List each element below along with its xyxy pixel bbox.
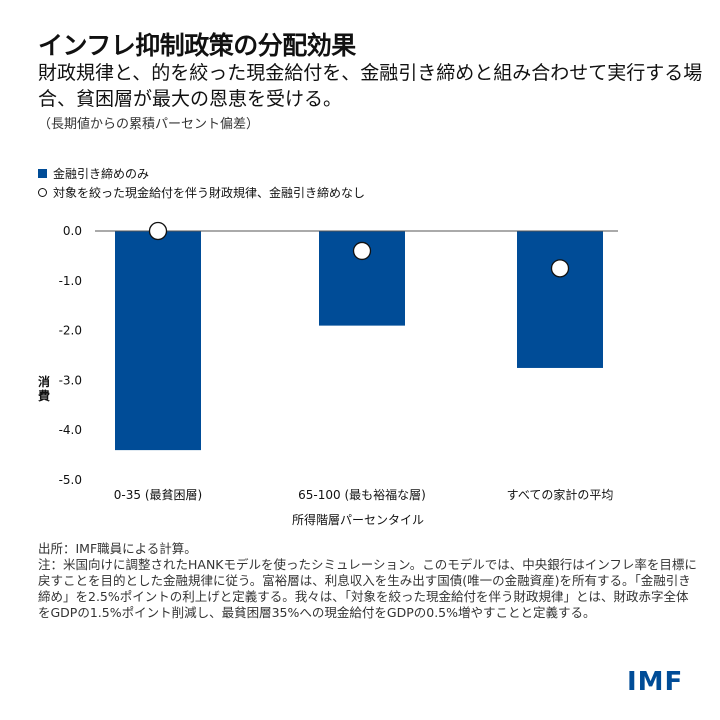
y-tick-label: -4.0 xyxy=(59,423,82,437)
imf-logo: IMF xyxy=(627,667,684,697)
y-axis-label: 消 xyxy=(38,374,50,389)
y-axis-label: 費 xyxy=(38,388,50,403)
unit-label: （長期値からの累積パーセント偏差） xyxy=(38,117,260,132)
legend-item-marker: 対象を絞った現金給付を伴う財政規律、金融引き締めなし xyxy=(38,184,365,201)
bar xyxy=(115,231,201,451)
bar xyxy=(517,231,603,368)
source-note: 出所：IMF職員による計算。 xyxy=(38,541,197,556)
chart-subtitle: 財政規律と、的を絞った現金給付を、金融引き締めと組み合わせて実行する場合、貧困層… xyxy=(38,62,703,110)
marker-point xyxy=(352,241,372,261)
footnote: 注：米国向けに調整されたHANKモデルを使ったシミュレーション。このモデルでは、… xyxy=(38,557,697,620)
chart-plot: 0.0 -1.0 -2.0 -3.0 -4.0 -5.0 0-35 (最貧困層) 65-100… xyxy=(38,221,618,527)
notes: 出所：IMF職員による計算。 注：米国向けに調整されたHANKモデルを使ったシミ… xyxy=(38,541,698,621)
x-tick-label: 0-35 (最貧困層) xyxy=(114,488,202,502)
x-tick-label: 65-100 (最も裕福な層) xyxy=(298,487,426,502)
marker-point xyxy=(550,259,570,278)
y-tick-label: -1.0 xyxy=(59,274,82,288)
legend-circle-icon xyxy=(38,188,47,197)
legend-label: 対象を絞った現金給付を伴う財政規律、金融引き締めなし xyxy=(53,186,366,200)
x-axis-label: 所得階層パーセンタイル xyxy=(292,512,424,527)
y-tick-label: 0.0 xyxy=(63,224,82,238)
y-tick-label: -3.0 xyxy=(59,373,82,387)
x-tick-label: すべての家計の平均 xyxy=(507,487,614,502)
y-tick-label: -2.0 xyxy=(59,324,82,338)
legend-item-bar: 金融引き締めのみ xyxy=(38,165,149,182)
marker-point xyxy=(148,221,168,241)
legend-label: 金融引き締めのみ xyxy=(53,167,150,181)
y-tick-label: -5.0 xyxy=(59,473,82,487)
chart-title: インフレ抑制政策の分配効果 xyxy=(38,31,356,60)
legend-square-icon xyxy=(38,169,47,178)
